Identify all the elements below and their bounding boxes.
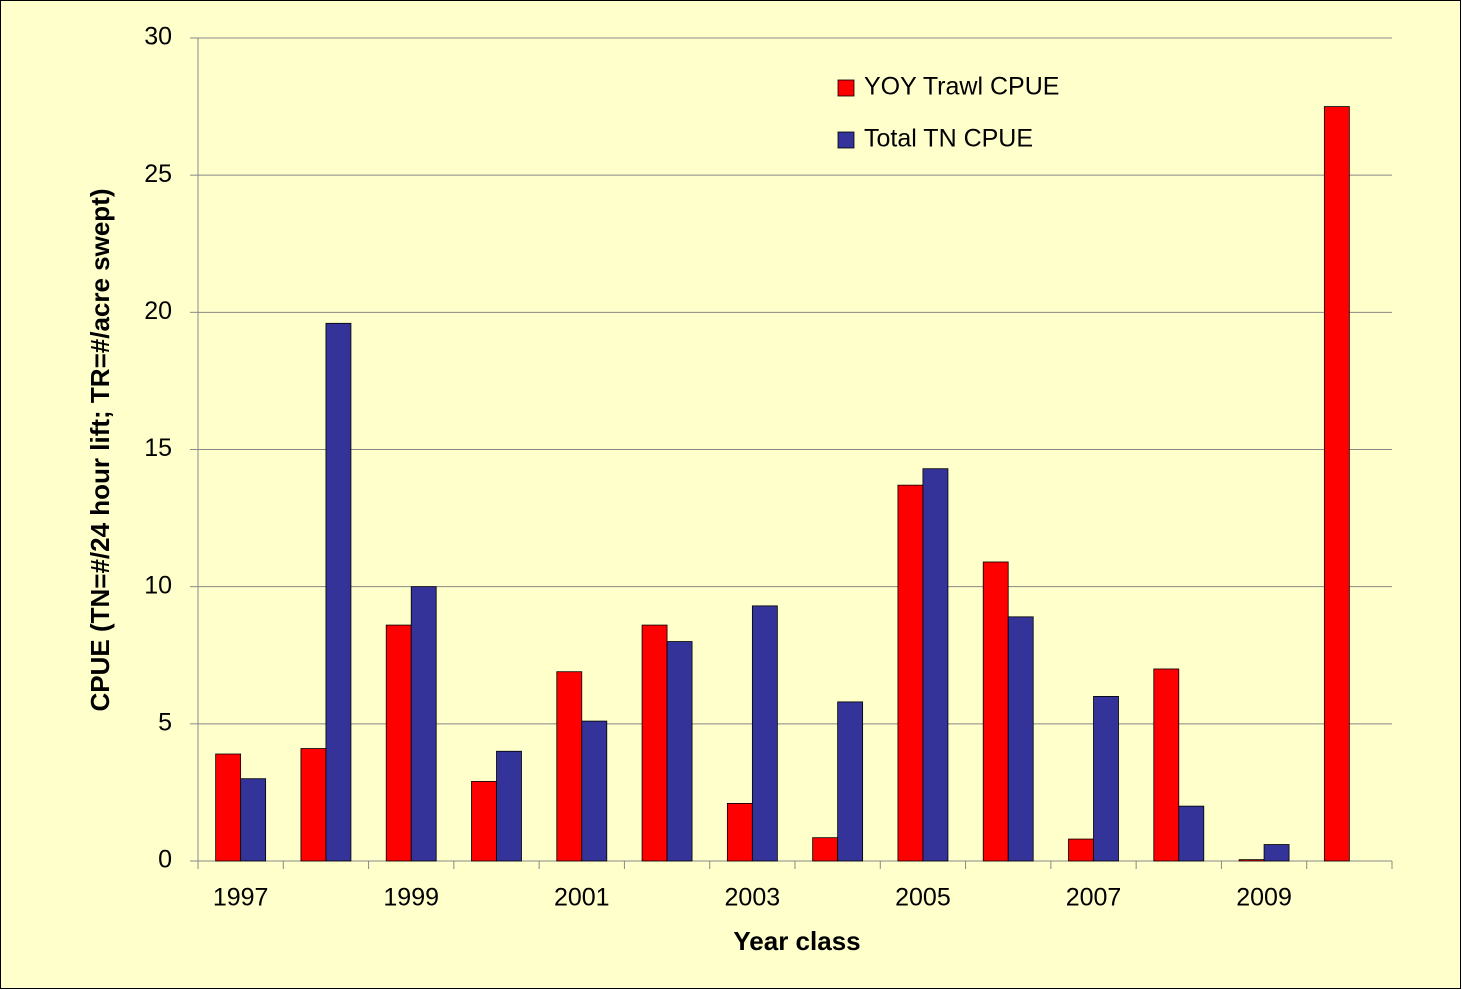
bar [385,624,412,862]
bar [471,781,497,862]
y-tick-label: 30 [144,23,172,51]
bar [581,720,608,862]
bar [837,701,864,862]
bar [982,561,1009,862]
legend-label: Total TN CPUE [864,125,1033,153]
bar [1323,106,1350,862]
bar [922,468,949,862]
y-tick-label: 10 [144,571,172,599]
bar [641,624,668,862]
bar [1068,838,1094,862]
bar [325,322,352,862]
x-tick-label: 2007 [1066,884,1122,912]
bar [496,750,522,862]
bar [1238,859,1265,862]
x-tick-label: 2001 [554,884,610,912]
bar [300,748,327,862]
x-axis-title: Year class [733,926,860,956]
legend-swatch [837,131,855,149]
y-tick-label: 0 [158,846,172,874]
x-tick-label: 1999 [383,884,439,912]
bar [1007,616,1034,862]
bar [215,753,242,862]
y-tick-label: 5 [158,708,172,736]
x-tick-label: 1997 [213,884,269,912]
bar [751,605,778,862]
legend-swatch [837,79,855,97]
bar [240,778,267,862]
bar [666,641,693,862]
bar [556,671,583,862]
y-axis-title: CPUE (TN=#/24 hour lift; TR=#/acre swept… [85,188,115,711]
bar [726,802,753,862]
x-tick-label: 2009 [1236,884,1292,912]
bar [1178,805,1205,862]
y-tick-label: 20 [144,297,172,325]
legend-label: YOY Trawl CPUE [864,73,1059,101]
bar [897,484,924,862]
x-tick-label: 2005 [895,884,951,912]
bar [1263,844,1290,862]
bar [812,837,839,862]
y-tick-label: 25 [144,160,172,188]
bar [1093,696,1119,862]
x-tick-label: 2003 [725,884,781,912]
y-tick-label: 15 [144,434,172,462]
bar [1153,668,1180,862]
bar [410,586,437,862]
